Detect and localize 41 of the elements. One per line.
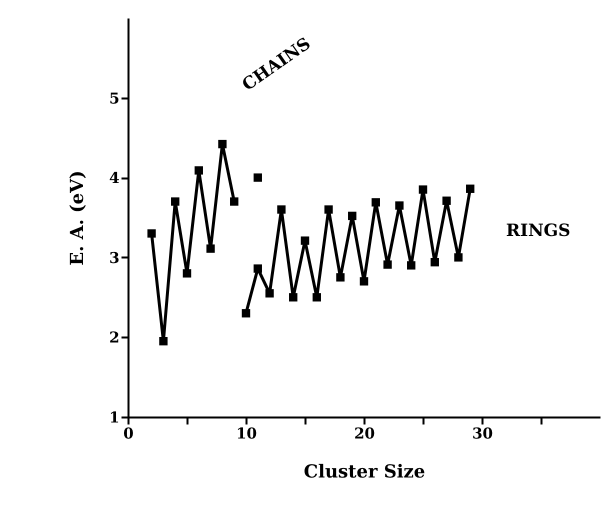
y-tick-label: 3 (109, 248, 120, 267)
point (360, 277, 368, 286)
point (159, 337, 168, 346)
point (454, 253, 463, 262)
point (265, 289, 274, 298)
point (442, 196, 451, 205)
point (230, 197, 238, 206)
point (194, 166, 203, 175)
point (395, 201, 404, 210)
point (147, 229, 156, 238)
y-axis-title: E. A. (eV) (67, 170, 88, 266)
point (418, 185, 428, 194)
y-tick-label: 5 (109, 89, 120, 108)
point (182, 269, 192, 278)
point (324, 205, 333, 214)
point (171, 197, 180, 206)
point (218, 140, 227, 148)
text: RINGS (506, 220, 570, 241)
point (289, 293, 298, 302)
point (254, 173, 262, 182)
x-axis-title: Cluster Size (304, 462, 426, 482)
point (312, 293, 321, 302)
point (254, 264, 262, 273)
y-tick-label: 1 (109, 408, 120, 426)
x-tick-label: 20 (354, 424, 375, 442)
x-tick-label: 0 (123, 424, 134, 442)
x-tick-label: 10 (236, 424, 257, 442)
y-tick-label: 2 (109, 328, 120, 347)
point (466, 184, 474, 193)
point (300, 236, 310, 245)
x-tick-label: 30 (472, 424, 493, 442)
point (430, 258, 439, 266)
point (383, 260, 392, 269)
point (372, 198, 380, 207)
point (336, 273, 345, 282)
point (277, 205, 286, 214)
point (348, 212, 356, 220)
point (407, 261, 416, 270)
point (206, 244, 215, 253)
point (242, 309, 250, 318)
y-tick-label: 4 (109, 169, 120, 188)
